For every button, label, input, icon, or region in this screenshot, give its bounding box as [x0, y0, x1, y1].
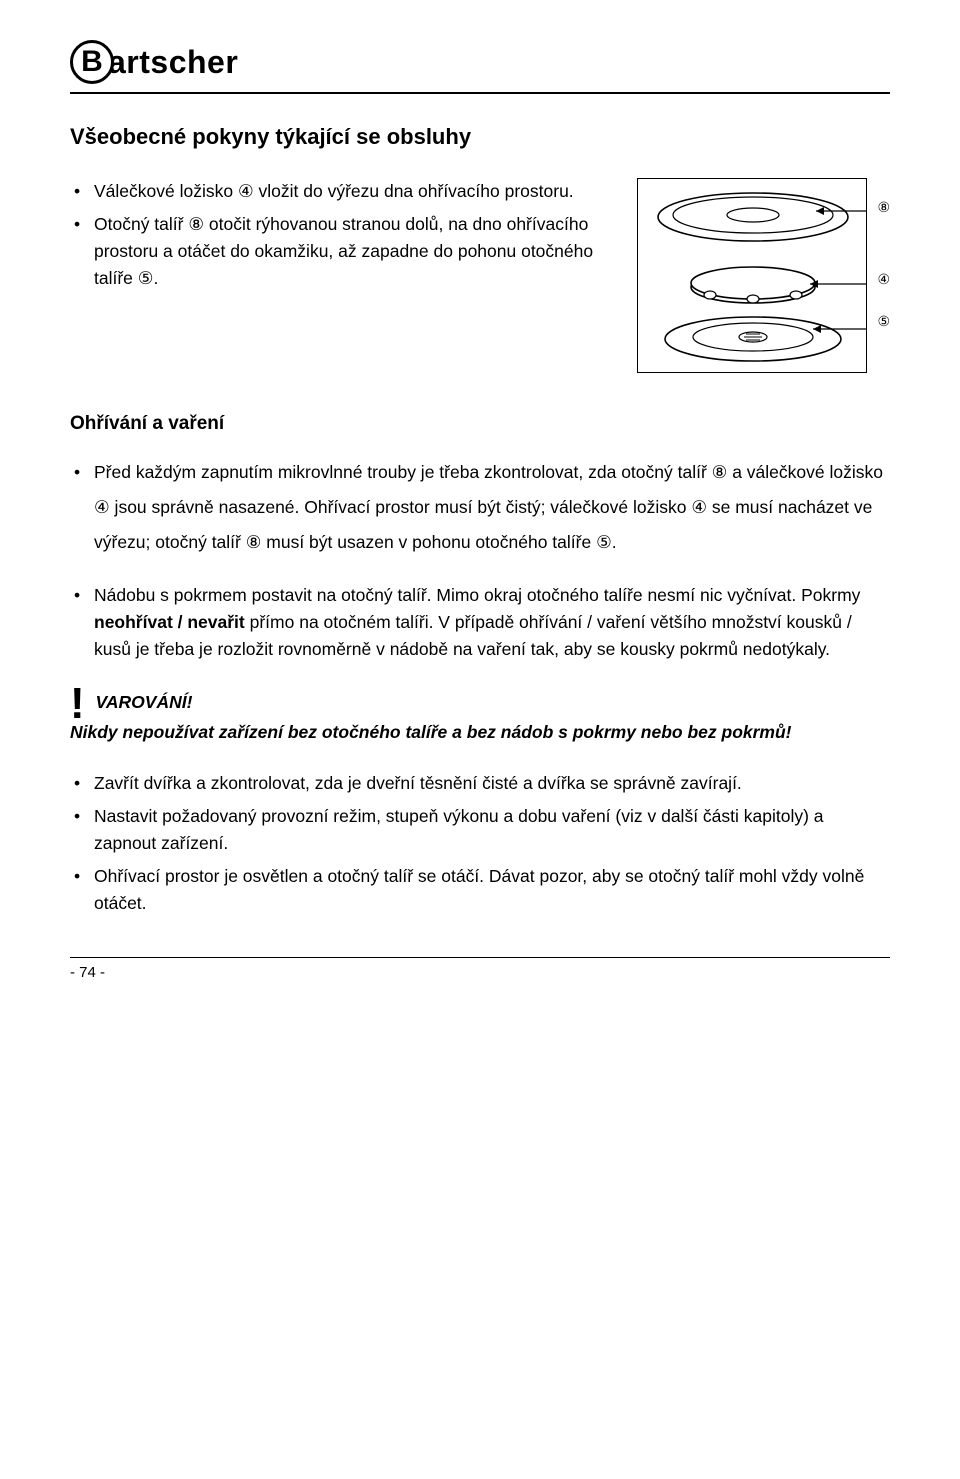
list-item: Před každým zapnutím mikrovlnné trouby j…: [70, 455, 890, 560]
intro-text: Válečkové ložisko ④ vložit do výřezu dna…: [70, 178, 607, 373]
header-rule: B artscher: [70, 40, 890, 94]
warning-icon: !: [70, 689, 85, 720]
assembly-diagram-icon: [638, 179, 868, 374]
logo-text: artscher: [108, 44, 238, 81]
intro-list: Válečkové ložisko ④ vložit do výřezu dna…: [70, 178, 607, 293]
warning-block: ! VAROVÁNÍ! Nikdy nepoužívat zařízení be…: [70, 689, 890, 745]
figure-wrap: ⑧ ④ ⑤: [637, 178, 890, 373]
footer-rule: - 74 -: [70, 957, 890, 981]
bottom-list: Zavřít dvířka a zkontrolovat, zda je dve…: [70, 770, 890, 918]
figure-label-5: ⑤: [877, 314, 890, 328]
bottom-section: Zavřít dvířka a zkontrolovat, zda je dve…: [70, 770, 890, 918]
list-item: Nastavit požadovaný provozní režim, stup…: [70, 803, 890, 857]
mid-list: Před každým zapnutím mikrovlnné trouby j…: [70, 455, 890, 663]
warning-title: VAROVÁNÍ!: [96, 692, 193, 712]
list-item: Otočný talíř ⑧ otočit rýhovanou stranou …: [70, 211, 607, 292]
page-number: - 74 -: [70, 964, 105, 981]
page-title: Všeobecné pokyny týkající se obsluhy: [70, 124, 890, 150]
list-item: Ohřívací prostor je osvětlen a otočný ta…: [70, 863, 890, 917]
document-page: B artscher Všeobecné pokyny týkající se …: [0, 0, 960, 1001]
warning-heading-row: ! VAROVÁNÍ!: [70, 689, 890, 720]
brand-logo: B artscher: [70, 40, 890, 84]
warning-body: Nikdy nepoužívat zařízení bez otočného t…: [70, 720, 890, 745]
page-footer: - 74 -: [70, 957, 890, 981]
intro-section: Válečkové ložisko ④ vložit do výřezu dna…: [70, 178, 890, 373]
assembly-figure: [637, 178, 867, 373]
list-item: Zavřít dvířka a zkontrolovat, zda je dve…: [70, 770, 890, 797]
mid-section: Před každým zapnutím mikrovlnné trouby j…: [70, 455, 890, 663]
list-item: Válečkové ložisko ④ vložit do výřezu dna…: [70, 178, 607, 205]
figure-labels: ⑧ ④ ⑤: [877, 178, 890, 328]
logo-b-icon: B: [70, 40, 114, 84]
section-heading: Ohřívání a vaření: [70, 413, 890, 435]
list-item: Nádobu s pokrmem postavit na otočný talí…: [70, 582, 890, 663]
figure-label-8: ⑧: [877, 200, 890, 214]
figure-label-4: ④: [877, 272, 890, 286]
